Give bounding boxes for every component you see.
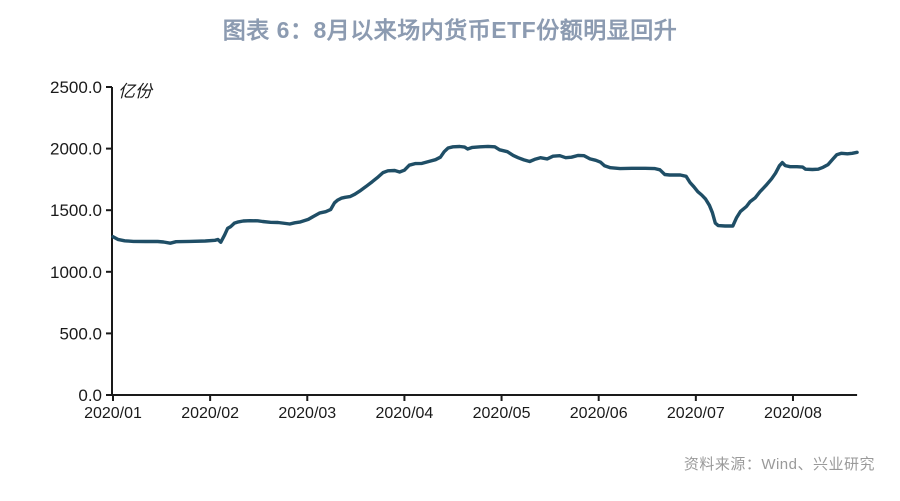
axes (111, 87, 858, 396)
x-tick-label: 2020/04 (375, 405, 433, 422)
x-tick-label: 2020/07 (667, 405, 725, 422)
x-tick-label: 2020/02 (181, 405, 239, 422)
y-tick-label: 1000.0 (50, 263, 102, 282)
x-tick-label: 2020/01 (84, 405, 142, 422)
x-tick-label: 2020/05 (473, 405, 531, 422)
source-note: 资料来源：Wind、兴业研究 (683, 456, 875, 473)
y-axis-unit-label: 亿份 (118, 82, 154, 101)
y-tick-label: 2000.0 (50, 140, 102, 159)
y-tick-label: 0.0 (78, 386, 102, 405)
etf-share-line-series (111, 144, 859, 245)
x-tick-label: 2020/06 (570, 405, 628, 422)
x-tick-label: 2020/08 (764, 405, 822, 422)
chart-title: 图表 6：8月以来场内货币ETF份额明显回升 (222, 17, 678, 43)
y-tick-label: 500.0 (59, 324, 102, 343)
x-tick-label: 2020/03 (278, 405, 336, 422)
y-tick-label: 2500.0 (50, 78, 102, 97)
y-tick-label: 1500.0 (50, 201, 102, 220)
